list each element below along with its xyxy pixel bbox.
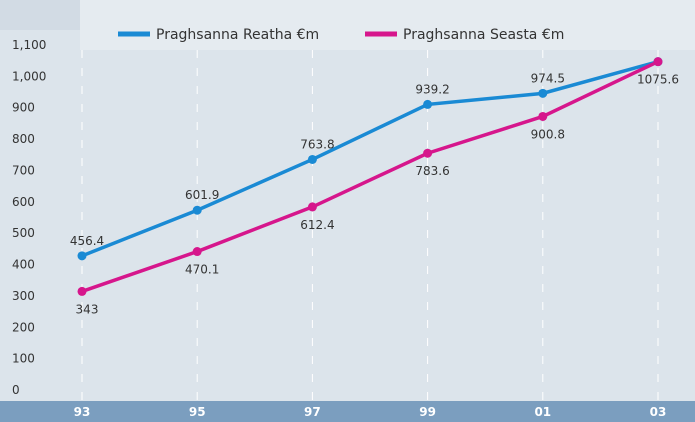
series-line — [81, 59, 659, 258]
data-point — [538, 111, 548, 121]
y-tick-label: 200 — [12, 320, 35, 334]
y-tick-label: 800 — [12, 132, 35, 146]
data-label: 601.9 — [185, 188, 219, 202]
data-label: 456.4 — [70, 234, 104, 248]
y-tick-label: 700 — [12, 163, 35, 177]
y-tick-label: 0 — [12, 383, 20, 397]
data-point — [192, 205, 202, 215]
data-point — [307, 154, 317, 164]
data-label: 783.6 — [415, 164, 449, 178]
data-point — [423, 148, 433, 158]
data-label: 1075.6 — [637, 73, 679, 87]
data-label: 470.1 — [185, 263, 219, 277]
series-line — [81, 60, 659, 294]
y-tick-label: 600 — [12, 195, 35, 209]
x-tick-label: 95 — [189, 405, 206, 419]
legend-label: Praghsanna Reatha €m — [156, 27, 319, 43]
x-tick-label: 97 — [304, 405, 321, 419]
data-point — [77, 286, 87, 296]
y-tick-label: 400 — [12, 258, 35, 272]
x-tick-label: 99 — [419, 405, 436, 419]
x-tick-label: 03 — [650, 405, 667, 419]
legend-label: Praghsanna Seasta €m — [403, 27, 564, 43]
y-tick-label: 1,100 — [12, 38, 46, 52]
data-point — [653, 57, 663, 67]
x-axis-band — [0, 401, 695, 422]
data-point — [77, 251, 87, 261]
data-point — [423, 99, 433, 109]
data-point — [307, 202, 317, 212]
data-point — [192, 247, 202, 257]
y-tick-label: 500 — [12, 226, 35, 240]
data-label: 763.8 — [300, 137, 334, 151]
y-tick-label: 100 — [12, 352, 35, 366]
data-label: 974.5 — [531, 71, 565, 85]
x-tick-label: 93 — [74, 405, 91, 419]
data-label: 939.2 — [415, 82, 449, 96]
data-label: 612.4 — [300, 218, 334, 232]
corner-box — [0, 0, 80, 30]
y-tick-label: 1,000 — [12, 69, 46, 83]
x-tick-label: 01 — [534, 405, 551, 419]
data-point — [538, 88, 548, 98]
data-label: 900.8 — [531, 127, 565, 141]
y-tick-label: 900 — [12, 101, 35, 115]
legend-band — [80, 0, 695, 50]
y-tick-label: 300 — [12, 289, 35, 303]
data-label: 343 — [76, 302, 99, 316]
